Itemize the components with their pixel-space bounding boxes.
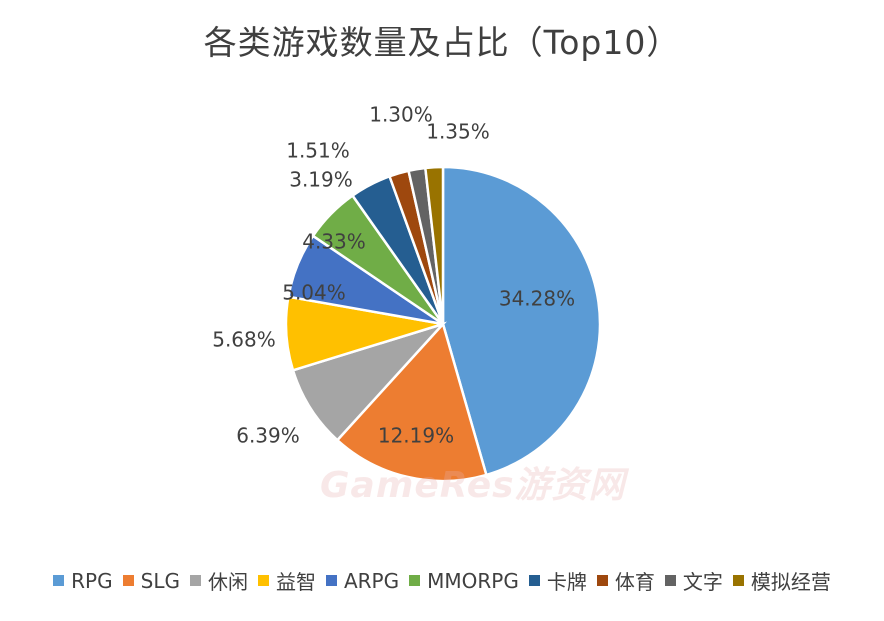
chart-title: 各类游戏数量及占比（Top10） xyxy=(203,23,681,62)
legend-label-9: 模拟经营 xyxy=(750,570,831,594)
legend-swatch-2 xyxy=(189,575,201,586)
legend-label-8: 文字 xyxy=(682,570,723,594)
legend-item-3: 益智 xyxy=(257,566,316,595)
legend-item-2: 休闲 xyxy=(189,566,248,595)
legend-swatch-5 xyxy=(409,575,421,586)
data-label-8: 1.30% xyxy=(369,103,433,127)
legend-swatch-6 xyxy=(528,575,540,586)
legend-swatch-8 xyxy=(664,575,676,586)
pie-slice-0 xyxy=(441,165,602,477)
legend-item-6: 卡牌 xyxy=(528,566,587,595)
legend-label-2: 休闲 xyxy=(207,570,248,594)
legend-item-7: 体育 xyxy=(596,566,655,595)
data-label-6: 3.19% xyxy=(289,168,353,192)
legend-swatch-0 xyxy=(53,575,65,586)
data-label-4: 5.04% xyxy=(282,281,346,305)
watermark: GameRes游资网 xyxy=(320,465,626,506)
legend-label-5: MMORPG xyxy=(427,568,519,593)
data-label-5: 4.33% xyxy=(302,230,366,254)
pie-slice-1 xyxy=(335,321,488,483)
legend-item-8: 文字 xyxy=(664,566,723,595)
data-label-2: 6.39% xyxy=(236,424,300,448)
legend-swatch-1 xyxy=(122,575,134,586)
legend: RPG SLG 休闲 益智 ARPG MMORPG 卡牌 体育 文字 模拟经营 xyxy=(0,566,884,595)
data-label-3: 5.68% xyxy=(212,328,276,352)
legend-label-4: ARPG xyxy=(343,568,400,593)
pie-slices xyxy=(284,165,602,483)
legend-item-5: MMORPG xyxy=(409,569,519,593)
data-label-7: 1.51% xyxy=(286,139,350,163)
legend-item-9: 模拟经营 xyxy=(732,566,831,595)
legend-item-4: ARPG xyxy=(325,568,400,593)
legend-swatch-7 xyxy=(596,575,608,586)
data-label-9: 1.35% xyxy=(426,120,490,144)
legend-label-0: RPG xyxy=(71,568,113,593)
pie-slice-9 xyxy=(423,165,445,325)
legend-swatch-3 xyxy=(257,575,269,586)
legend-item-0: RPG xyxy=(53,568,113,593)
legend-item-1: SLG xyxy=(122,568,180,593)
pie-data-labels: 34.28% 12.19% 6.39% 5.68%5.04% 4.33% 3.19% 1.5… xyxy=(212,103,575,448)
data-label-0: 34.28% xyxy=(499,287,575,311)
legend-swatch-9 xyxy=(732,575,744,586)
pie-slice-2 xyxy=(291,321,448,442)
data-label-1: 12.19% xyxy=(378,424,454,448)
legend-label-1: SLG xyxy=(140,568,180,593)
legend-label-3: 益智 xyxy=(275,570,316,594)
legend-swatch-4 xyxy=(325,575,337,586)
legend-label-7: 体育 xyxy=(614,570,655,594)
legend-label-6: 卡牌 xyxy=(546,570,587,594)
